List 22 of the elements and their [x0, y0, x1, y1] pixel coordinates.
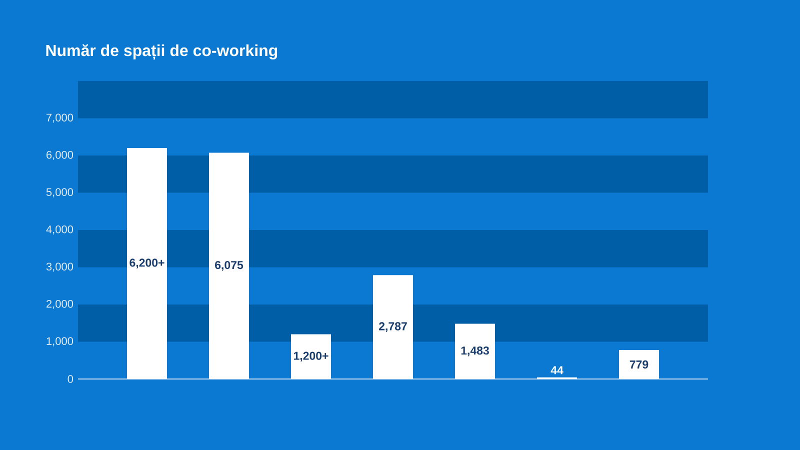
bar — [209, 152, 250, 379]
y-tick-label: 4,000 — [46, 225, 74, 235]
y-tick-label: 3,000 — [46, 262, 74, 272]
y-tick-label: 2,000 — [46, 300, 74, 310]
data-label: 2,787 — [379, 322, 407, 332]
bar — [127, 148, 167, 379]
data-label: 6,200+ — [130, 258, 164, 268]
bar — [373, 275, 414, 379]
data-label: 1,483 — [461, 346, 489, 356]
data-label: 779 — [630, 360, 648, 369]
chart-title: Număr de spații de co-working — [46, 44, 278, 60]
bar — [619, 350, 660, 379]
bar — [291, 334, 332, 379]
y-tick-label: 1,000 — [46, 337, 74, 346]
y-tick-label: 7,000 — [46, 114, 74, 123]
data-label: 1,200+ — [294, 352, 328, 362]
data-label: 6,075 — [215, 260, 244, 271]
y-tick-label: 6,000 — [46, 150, 74, 160]
y-tick-label: 0 — [68, 375, 74, 383]
y-tick-label: 5,000 — [46, 188, 74, 198]
data-label: 44 — [550, 366, 564, 374]
bar — [455, 324, 496, 379]
